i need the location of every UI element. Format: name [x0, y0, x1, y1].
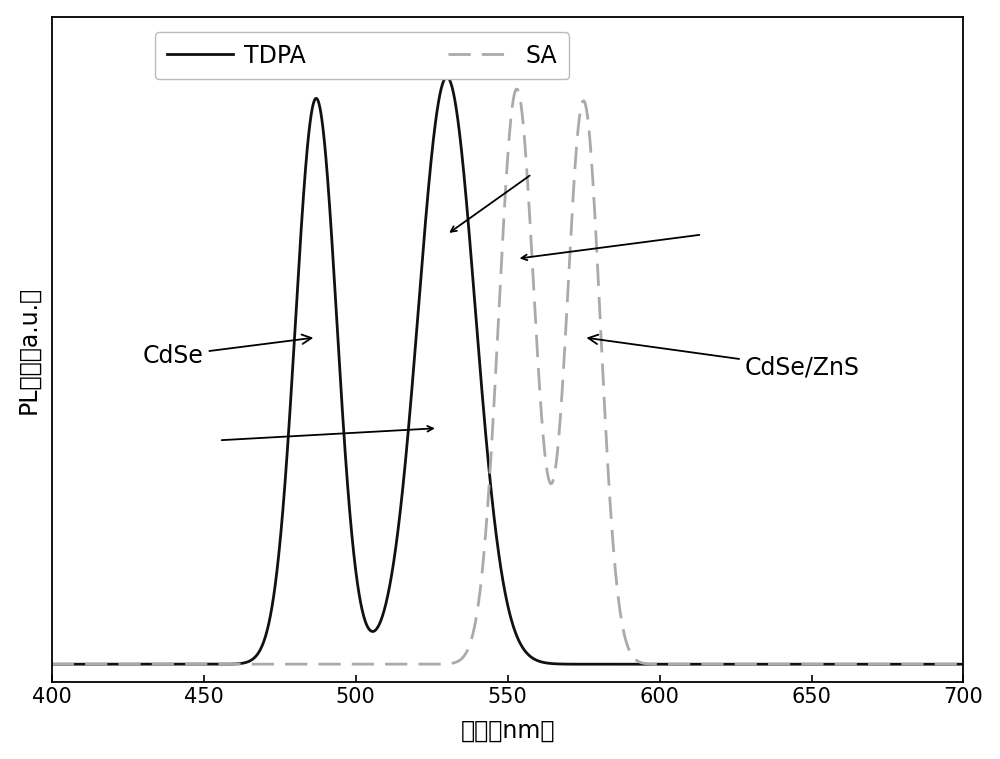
Text: CdSe: CdSe	[143, 335, 311, 367]
Text: CdSe/ZnS: CdSe/ZnS	[588, 335, 860, 380]
Legend: TDPA, SA: TDPA, SA	[155, 32, 569, 80]
X-axis label: 波长（nm）: 波长（nm）	[460, 718, 555, 742]
Y-axis label: PL强度（a.u.）: PL强度（a.u.）	[17, 285, 41, 414]
